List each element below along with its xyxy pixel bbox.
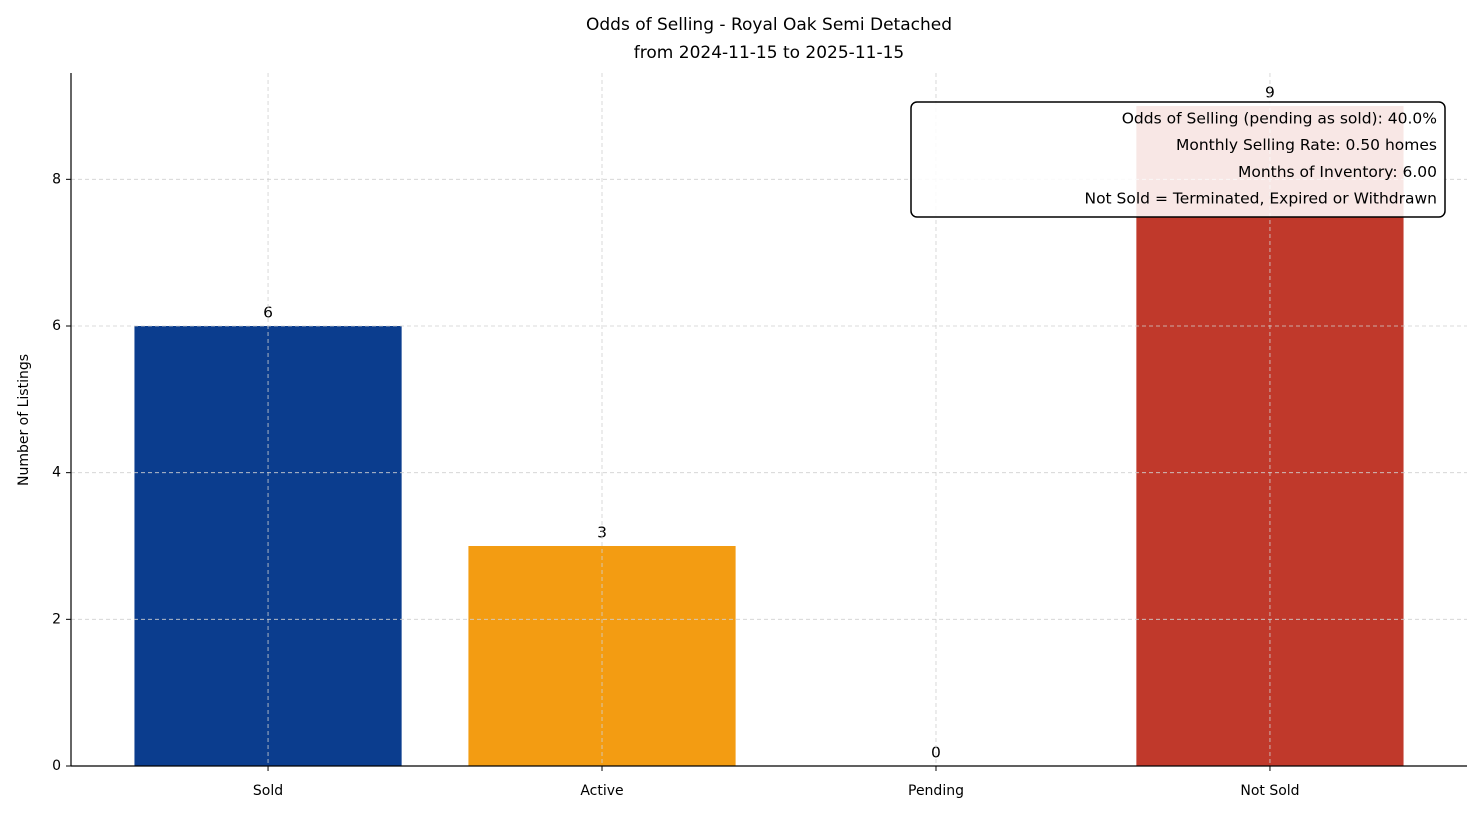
annotation-line: Odds of Selling (pending as sold): 40.0% xyxy=(1122,110,1437,128)
y-tick-label: 4 xyxy=(52,465,61,481)
x-tick-label: Active xyxy=(580,783,623,799)
y-axis-label: Number of Listings xyxy=(16,354,32,486)
y-tick-label: 6 xyxy=(52,318,61,334)
annotation-line: Monthly Selling Rate: 0.50 homes xyxy=(1176,136,1437,154)
value-label: 3 xyxy=(597,524,607,542)
y-tick-label: 8 xyxy=(52,171,61,187)
value-label: 9 xyxy=(1265,84,1275,102)
annotation-box xyxy=(910,101,1446,218)
x-tick-label: Pending xyxy=(908,783,964,799)
chart-subtitle: from 2024-11-15 to 2025-11-15 xyxy=(634,43,904,63)
annotation-line: Months of Inventory: 6.00 xyxy=(1238,163,1437,181)
y-tick-label: 2 xyxy=(52,611,61,627)
annotation-line: Not Sold = Terminated, Expired or Withdr… xyxy=(1084,190,1437,208)
chart-title: Odds of Selling - Royal Oak Semi Detache… xyxy=(586,15,952,35)
x-tick-label: Not Sold xyxy=(1240,783,1299,799)
x-tick-label: Sold xyxy=(253,783,283,799)
y-tick-label: 0 xyxy=(52,758,61,774)
